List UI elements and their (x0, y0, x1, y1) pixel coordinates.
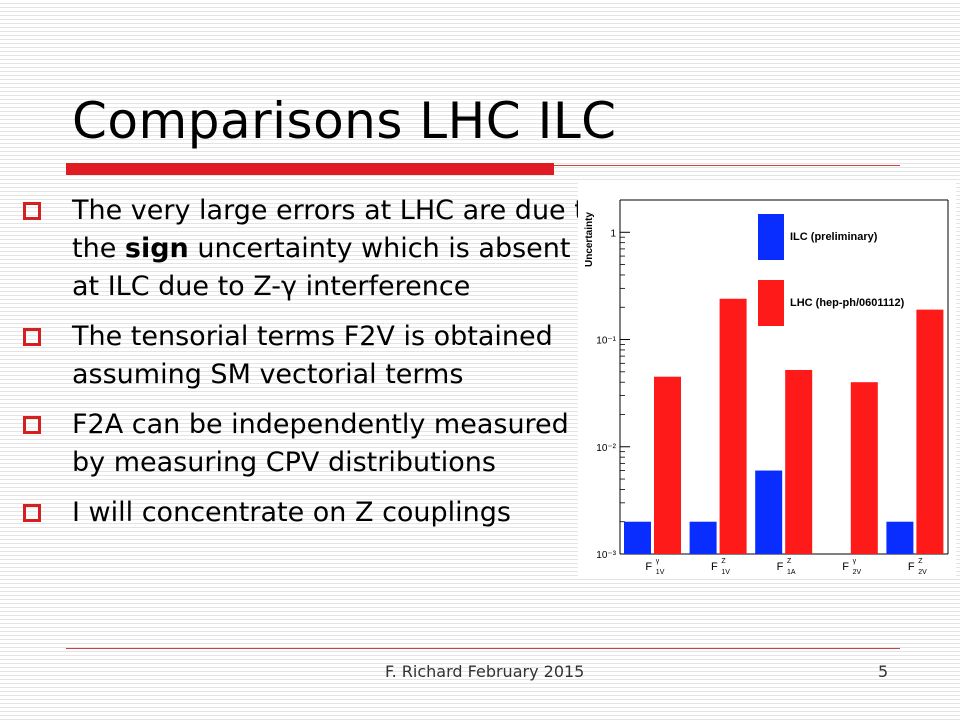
bullet-text: I will concentrate on Z couplings (72, 497, 511, 528)
footer-rule (66, 648, 900, 649)
bullet-text-run: F2A can be independently measured by mea… (72, 409, 569, 478)
y-tick-label: 10⁻² (596, 443, 616, 454)
bullet-text: F2A can be independently measured by mea… (72, 409, 569, 478)
ilc-bar (886, 521, 914, 554)
legend-lhc-swatch (758, 280, 784, 326)
x-tick-label: F (711, 561, 718, 573)
x-tick-label-sup: Z (787, 558, 792, 565)
ilc-bar (755, 470, 783, 554)
bullet-text-emphasis: sign (124, 233, 189, 264)
bullet-text-run: The tensorial terms F2V is obtained assu… (72, 321, 553, 390)
ilc-bar (689, 521, 717, 554)
legend-ilc-label: ILC (preliminary) (790, 231, 878, 243)
y-tick-label: 10⁻¹ (596, 336, 616, 347)
bullet-item: F2A can be independently measured by mea… (22, 406, 602, 482)
bullet-item: I will concentrate on Z couplings (22, 494, 602, 532)
lhc-bar (850, 382, 878, 554)
square-bullet-icon (23, 328, 41, 346)
bullet-item: The tensorial terms F2V is obtained assu… (22, 318, 602, 394)
y-tick-label: 1 (610, 228, 616, 239)
square-bullet-icon (23, 416, 41, 434)
square-bullet-icon (23, 202, 41, 220)
bullet-list: The very large errors at LHC are due to … (22, 192, 602, 544)
page-number: 5 (878, 662, 889, 681)
square-bullet-icon (23, 504, 41, 522)
legend-lhc-label: LHC (hep-ph/0601112) (790, 297, 905, 309)
x-tick-label-sup: Z (918, 558, 923, 565)
title-rule (554, 165, 900, 166)
x-tick-label: F (908, 561, 915, 573)
lhc-bar (719, 298, 747, 554)
bullet-text-run: uncertainty which is absent at ILC due t… (72, 233, 571, 302)
bullet-text-run: The very large errors at LHC are due to … (72, 195, 602, 264)
title-accent-bar (66, 163, 554, 175)
x-tick-label-sub: 2V (853, 569, 862, 576)
ilc-bar (624, 521, 651, 554)
x-tick-label: F (645, 561, 652, 573)
lhc-bar (654, 376, 681, 554)
lhc-bar (785, 369, 813, 554)
bullet-text: The very large errors at LHC are due to … (72, 195, 601, 302)
x-tick-label-sub: 1A (787, 569, 796, 576)
x-tick-label-sub: 2V (918, 569, 927, 576)
x-tick-label: F (777, 561, 784, 573)
x-tick-label-sup: γ (656, 558, 660, 565)
x-tick-label: F (842, 561, 849, 573)
bullet-text-run: I will concentrate on Z couplings (72, 497, 512, 528)
x-tick-label-sup: γ (853, 558, 857, 565)
lhc-bar (916, 309, 944, 554)
slide-title: Comparisons LHC ILC (72, 92, 617, 150)
x-tick-label-sup: Z (721, 558, 726, 565)
y-axis-label: Uncertainty (584, 212, 595, 267)
y-tick-label: 10⁻³ (596, 550, 616, 561)
bullet-item: The very large errors at LHC are due to … (22, 192, 602, 306)
bullet-text: The tensorial terms F2V is obtained assu… (72, 321, 553, 390)
x-tick-label-sub: 1V (656, 569, 665, 576)
legend-ilc-swatch (758, 214, 784, 260)
x-tick-label-sub: 1V (721, 569, 730, 576)
footer-text: F. Richard February 2015 (385, 662, 585, 681)
